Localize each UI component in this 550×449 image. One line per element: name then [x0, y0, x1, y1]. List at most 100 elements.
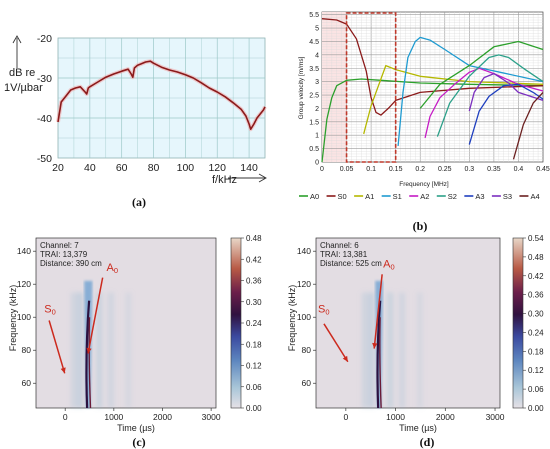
series	[56, 59, 267, 132]
y-tick-label: 80	[22, 345, 32, 355]
series-line	[57, 60, 266, 130]
series-line-a4	[512, 91, 544, 160]
colorbar-tick-label: 0.48	[246, 234, 262, 243]
highlight-box	[345, 12, 397, 163]
info-line: Channel: 7	[40, 241, 79, 250]
y-tick-label: 0.5	[309, 146, 319, 153]
y-tick-label: 1	[315, 133, 319, 140]
faint-trace	[125, 292, 132, 408]
faint-trace	[77, 292, 84, 408]
y-tick-label: 100	[297, 312, 311, 322]
x-tick-label: 2000	[436, 412, 455, 422]
gridlines	[58, 38, 265, 158]
series-line-a1	[363, 64, 544, 135]
colorbar-tick-label: 0.18	[246, 340, 262, 349]
panel-label-b: (b)	[413, 219, 428, 233]
mode-label: A0	[383, 259, 395, 272]
arrow-head	[60, 367, 66, 374]
legend-label: S0	[338, 192, 347, 201]
panel-label-d: (d)	[420, 435, 435, 449]
panel-d: 0 1000 2000 3000 60 80 100 120 140 Channel: 6TRAI…	[287, 234, 544, 449]
x-axis-label: Frequency [MHz]	[399, 181, 449, 188]
tick-labels: 20 40 60 80 100 120 140 -50 -40 -30 -20	[37, 33, 258, 174]
x-tick-label: 0	[320, 166, 324, 173]
info-line: TRAI: 13,381	[320, 250, 368, 259]
ridge-line	[379, 317, 382, 409]
gridlines	[322, 12, 543, 162]
info-line: TRAI: 13,379	[40, 250, 88, 259]
mode-label: S0	[318, 303, 330, 316]
ridge-line	[376, 300, 382, 409]
faint-trace	[399, 292, 406, 408]
y-tick-label: 100	[17, 312, 31, 322]
colorbar-gradient	[512, 237, 524, 409]
series-line-s2	[436, 54, 544, 137]
colorbar-tick-label: 0.36	[528, 291, 544, 300]
x-tick-label: 3000	[486, 412, 505, 422]
info-line: Channel: 6	[320, 241, 359, 250]
y-tick-label: 60	[302, 378, 312, 388]
ridge-line	[88, 317, 92, 409]
colorbar-tick-label: 0.06	[528, 385, 544, 394]
y-axis-label: Frequency (kHz)	[8, 285, 18, 352]
legend-item-a2: A2	[409, 192, 429, 201]
colorbar-tick-label: 0.30	[528, 310, 544, 319]
faint-trace	[416, 292, 423, 408]
legend-item-s2: S2	[436, 192, 457, 201]
legend-label: S3	[503, 192, 512, 201]
legend-label: A3	[475, 192, 484, 201]
colorbar-tick-label: 0.00	[528, 404, 544, 413]
y-tick-label: 2.5	[309, 93, 319, 100]
colorbar: 0.00 0.06 0.12 0.18 0.24 0.30 0.36 0.42 0.48 0.54	[512, 234, 544, 413]
x-tick-label: 60	[116, 162, 128, 174]
y-tick-label: -20	[37, 33, 52, 45]
plot-background	[315, 237, 501, 409]
x-tick-label: 0.1	[366, 166, 376, 173]
faint-trace	[387, 292, 394, 408]
colorbar: 0.00 0.06 0.12 0.18 0.24 0.30 0.36 0.42 0.48	[230, 234, 262, 413]
arrow-shaft	[48, 320, 66, 374]
mode-arrow	[48, 320, 66, 374]
mode-arrow	[372, 274, 383, 349]
series-line-s3	[468, 72, 544, 112]
series-line-a2	[424, 67, 544, 139]
legend-item-a1: A1	[354, 192, 374, 201]
legend-item-a4: A4	[519, 192, 540, 201]
spectrogram: 0 1000 2000 3000 60 80 100 120 140 Channel: 7TRAI…	[17, 237, 221, 422]
dashed-highlight-rectangle	[345, 12, 397, 163]
legend-label: A0	[310, 192, 319, 201]
panel-a: 20 40 60 80 100 120 140 -50 -40 -30 -20 dB re 1V/µ…	[4, 33, 267, 209]
x-tick-label: 0	[63, 412, 68, 422]
legend-item-s1: S1	[381, 192, 402, 201]
colorbar-tick-label: 0.12	[528, 366, 544, 375]
series-line-a0	[321, 78, 544, 163]
x-tick-label: 100	[177, 162, 195, 174]
x-tick-label: 40	[84, 162, 96, 174]
colorbar-tick-label: 0.54	[528, 234, 544, 243]
panel-label-a: (a)	[132, 195, 146, 209]
y-tick-label: 120	[297, 279, 311, 289]
x-axis-label: f/kHz	[212, 174, 237, 186]
panel-b: 0 0.05 0.1 0.15 0.2 0.25 0.3 0.35 0.4 0.45 0 0.5 1 1.…	[298, 11, 550, 233]
legend-label: A4	[530, 192, 539, 201]
y-tick-label: -30	[37, 73, 52, 85]
series-line-s1	[397, 36, 544, 146]
colorbar-tick-label: 0.42	[246, 255, 262, 264]
legend: A0 S0 A1 S1 A2 S2 A3 S3 A4	[299, 192, 540, 201]
x-axis-label: Time (µs)	[399, 423, 437, 433]
x-tick-label: 0.05	[340, 166, 354, 173]
colorbar-tick-label: 0.30	[246, 298, 262, 307]
y-tick-label: -50	[37, 153, 52, 165]
y-axis-label-line1: dB re	[9, 67, 35, 79]
faint-trace	[107, 292, 114, 408]
colorbar-tick-label: 0.12	[246, 362, 262, 371]
x-tick-label: 1000	[386, 412, 405, 422]
info-line: Distance: 525 cm	[320, 259, 382, 268]
colorbar-tick-label: 0.18	[528, 347, 544, 356]
arrow-head	[342, 355, 348, 362]
x-tick-label: 0.15	[389, 166, 403, 173]
mode-label: S0	[44, 303, 56, 316]
faint-trace	[368, 292, 375, 408]
y-tick-label: 3	[315, 79, 319, 86]
